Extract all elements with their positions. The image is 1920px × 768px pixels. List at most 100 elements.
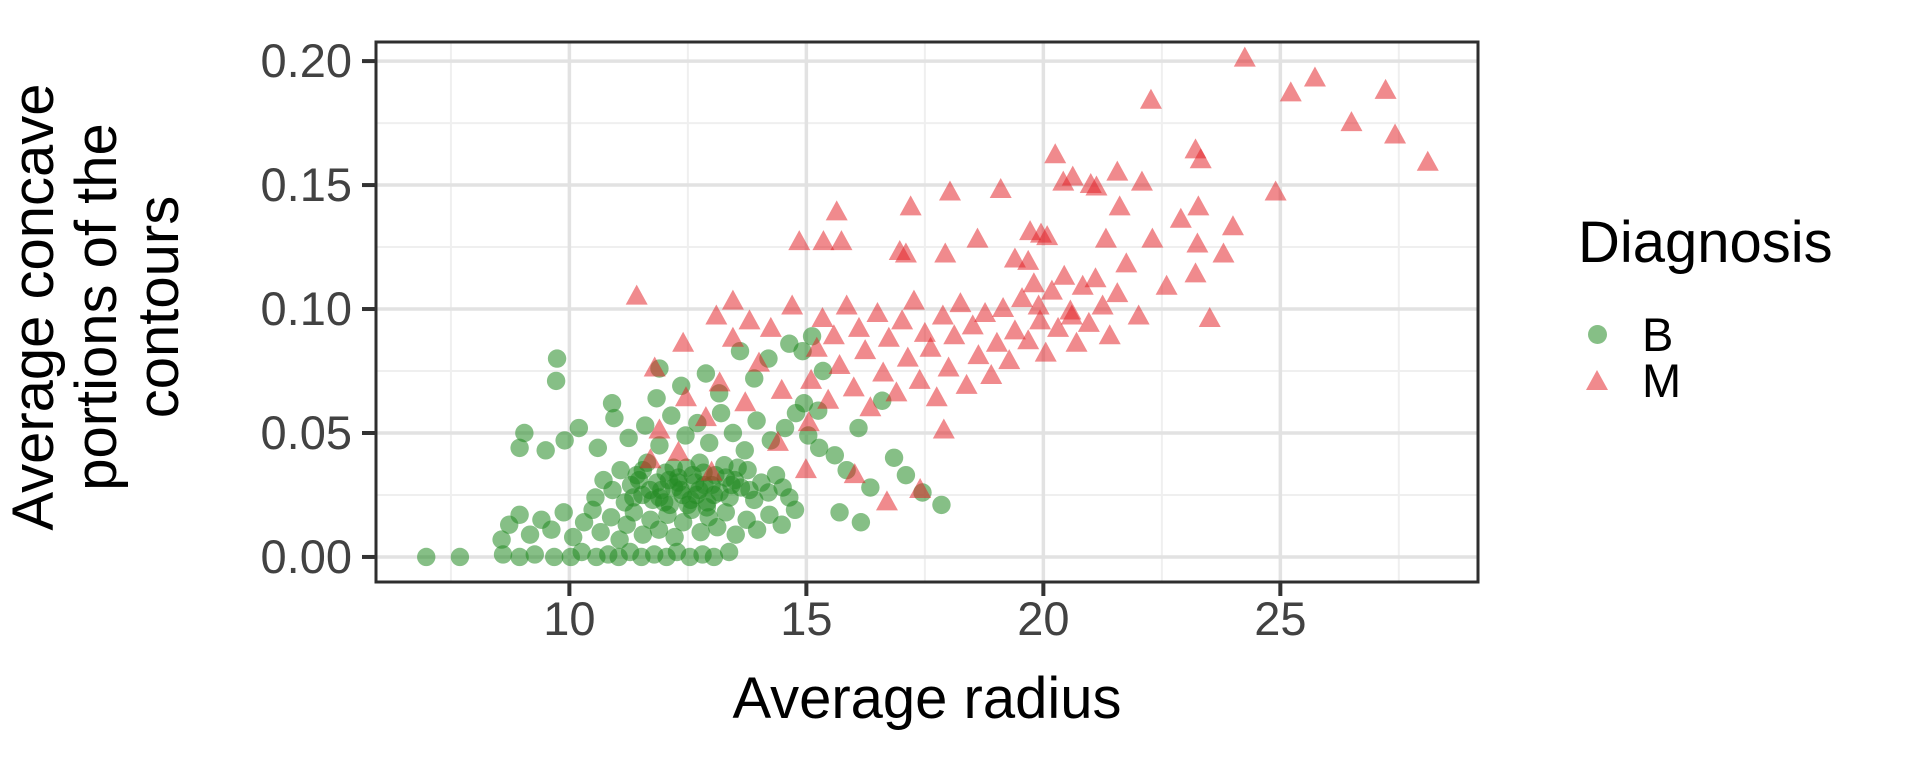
data-point-M <box>859 396 882 417</box>
data-point-M <box>817 388 840 409</box>
data-point-B <box>536 441 555 460</box>
data-point-B <box>554 503 573 522</box>
data-point-M <box>934 242 957 263</box>
data-point-M <box>1221 215 1244 236</box>
data-point-B <box>775 418 795 438</box>
data-point-M <box>1040 279 1063 300</box>
data-point-M <box>985 331 1008 352</box>
data-point-B <box>669 473 688 492</box>
data-point-B <box>492 530 511 549</box>
data-point-B <box>896 465 916 485</box>
data-point-M <box>797 411 820 432</box>
data-point-B <box>647 389 666 408</box>
data-point-B <box>636 416 655 435</box>
data-point-M <box>1212 242 1235 263</box>
data-point-M <box>899 195 922 216</box>
data-point-B <box>851 513 871 532</box>
data-point-M <box>766 430 789 451</box>
data-point-B <box>569 418 589 438</box>
data-point-M <box>843 463 866 484</box>
data-point-M <box>1198 306 1221 327</box>
data-point-B <box>740 480 759 500</box>
data-point-B <box>691 522 710 542</box>
data-point-M <box>1047 316 1070 337</box>
x-axis-title: Average radius <box>732 666 1122 731</box>
data-point-B <box>772 515 791 534</box>
data-point-M <box>894 242 917 263</box>
legend-item-m: M <box>1578 354 1833 407</box>
data-point-B <box>510 438 529 458</box>
data-point-M <box>1186 232 1209 253</box>
data-point-M <box>822 324 845 345</box>
data-point-M <box>1029 309 1052 330</box>
data-point-M <box>1155 274 1178 295</box>
data-point-B <box>588 438 608 458</box>
y-tick-label: 0.00 <box>261 530 352 583</box>
data-point-M <box>700 460 723 481</box>
data-point-M <box>1091 294 1114 315</box>
data-point-M <box>925 386 948 407</box>
data-point-M <box>1017 329 1040 350</box>
data-point-M <box>1233 46 1256 67</box>
data-point-M <box>825 200 848 221</box>
data-point-B <box>546 371 566 391</box>
data-point-M <box>932 418 955 439</box>
data-point-B <box>780 488 799 507</box>
data-point-M <box>1169 207 1192 228</box>
data-point-B <box>696 364 716 383</box>
x-tick-label: 20 <box>1017 592 1069 645</box>
data-point-B <box>932 495 951 515</box>
data-point-M <box>1017 249 1040 270</box>
data-point-M <box>896 346 919 367</box>
benign-circle-icon <box>1587 324 1607 344</box>
data-point-M <box>1084 267 1107 288</box>
data-point-M <box>913 321 936 342</box>
data-point-B <box>735 441 754 460</box>
data-point-M <box>1139 88 1162 109</box>
data-point-B <box>726 525 745 544</box>
data-point-M <box>998 349 1021 370</box>
data-point-B <box>545 547 564 567</box>
data-point-B <box>555 431 574 450</box>
data-point-B <box>884 448 904 467</box>
data-point-B <box>687 485 706 505</box>
data-point-M <box>1077 311 1100 332</box>
data-point-M <box>759 316 782 337</box>
data-point-M <box>1053 264 1076 285</box>
y-tick-label: 0.05 <box>261 406 352 459</box>
data-point-M <box>811 306 834 327</box>
data-point-B <box>759 483 778 502</box>
data-point-B <box>873 391 892 410</box>
data-point-B <box>723 423 743 443</box>
data-point-M <box>989 178 1012 199</box>
data-point-M <box>909 478 932 499</box>
data-point-M <box>667 440 690 461</box>
data-point-B <box>825 446 845 465</box>
data-point-M <box>877 326 900 347</box>
data-point-B <box>611 460 630 480</box>
data-point-M <box>835 294 858 315</box>
data-point-M <box>854 339 877 360</box>
data-point-M <box>1022 272 1045 293</box>
data-point-B <box>719 542 739 562</box>
data-point-M <box>1106 160 1129 181</box>
data-point-M <box>1384 123 1407 144</box>
legend-swatch-area <box>1578 324 1616 344</box>
data-point-M <box>672 331 695 352</box>
data-point-M <box>639 448 662 469</box>
data-point-M <box>1003 319 1026 340</box>
data-point-M <box>908 368 931 389</box>
data-point-M <box>961 314 984 335</box>
data-point-M <box>1264 180 1287 201</box>
data-point-M <box>648 418 671 439</box>
data-point-B <box>601 508 621 527</box>
data-point-B <box>450 547 470 567</box>
data-point-B <box>640 480 660 500</box>
data-point-M <box>738 309 761 330</box>
data-point-B <box>716 503 735 522</box>
y-tick-label: 0.15 <box>261 158 352 211</box>
data-point-M <box>805 336 828 357</box>
y-axis-title: Average concave portions of the contours <box>1 83 192 531</box>
data-point-B <box>662 406 681 425</box>
